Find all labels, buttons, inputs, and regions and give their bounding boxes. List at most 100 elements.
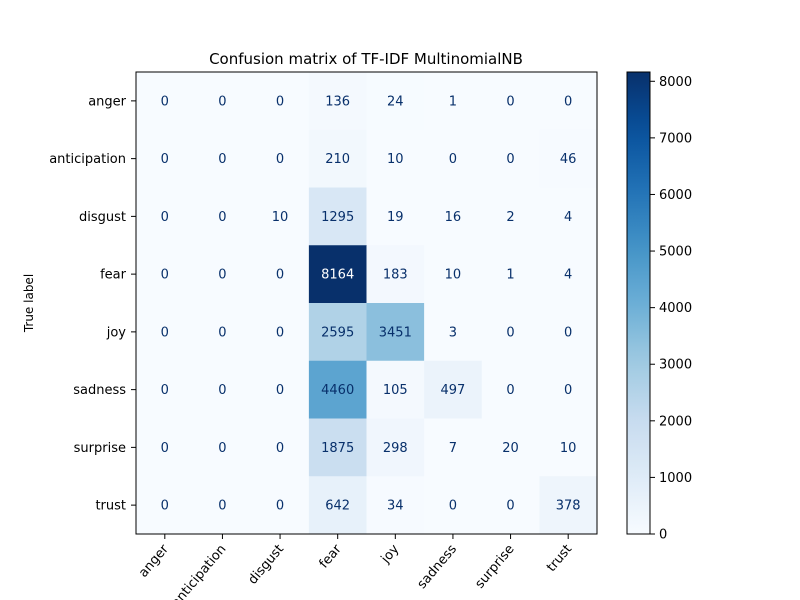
colorbar-gradient [626,71,651,535]
cell-value-0-7: 0 [564,94,572,109]
cell-3-7 [539,245,598,304]
y-tick-label: fear [100,268,127,283]
cell-2-1 [193,187,252,246]
cell-value-3-4: 183 [383,268,408,283]
colorbar-tick-label: 1000 [659,471,692,486]
cell-4-6 [481,303,540,362]
y-axis-label: True label [22,274,36,333]
cell-value-6-5: 7 [449,441,457,456]
plot-frame [135,71,598,535]
cell-value-5-6: 0 [506,383,514,398]
cell-value-4-0: 0 [161,325,169,340]
cell-value-1-6: 0 [506,152,514,167]
cell-value-2-0: 0 [161,210,169,225]
cell-0-4 [366,72,425,131]
cell-value-3-6: 1 [506,268,514,283]
chart-title: Confusion matrix of TF-IDF MultinomialNB [209,50,523,68]
cell-5-2 [251,360,310,419]
cell-value-1-2: 0 [276,152,284,167]
heatmap-cell-labels: 0 0 0 136 24 1 0 00 0 0 210 10 0 0 460 0 10 1295 19 16 2 40 0 0… [161,94,581,513]
x-tick-label: trust [544,542,575,575]
x-tick-label: joy [378,542,403,567]
cell-7-4 [366,476,425,535]
cell-value-5-1: 0 [218,383,226,398]
cell-0-7 [539,72,598,131]
y-tick-label: surprise [74,441,126,456]
cell-value-7-1: 0 [218,499,226,514]
cell-value-7-4: 34 [387,499,404,514]
cell-value-3-1: 0 [218,268,226,283]
cell-value-6-7: 10 [560,441,577,456]
x-tick-label: anger [136,541,172,580]
cell-4-2 [251,303,310,362]
cell-1-7 [539,129,598,188]
cell-7-0 [136,476,195,535]
cell-value-0-6: 0 [506,94,514,109]
y-axis-ticks: anger anticipation disgust fear joy sadness su… [49,94,136,514]
cell-value-5-5: 497 [441,383,466,398]
cell-5-6 [481,360,540,419]
cell-value-0-3: 136 [325,94,350,109]
cell-value-4-5: 3 [449,325,457,340]
heatmap-cells [136,72,598,535]
cell-2-0 [136,187,195,246]
cell-value-4-4: 3451 [379,325,412,340]
cell-value-4-3: 2595 [321,325,354,340]
colorbar-tick-label: 0 [659,528,667,543]
cell-value-4-7: 0 [564,325,572,340]
colorbar-tick-label: 2000 [659,414,692,429]
cell-7-1 [193,476,252,535]
cell-value-1-5: 0 [449,152,457,167]
cell-value-1-1: 0 [218,152,226,167]
cell-value-6-0: 0 [161,441,169,456]
cell-1-1 [193,129,252,188]
cell-6-7 [539,418,598,477]
y-tick-label: anticipation [49,152,126,167]
x-tick-label: sadness [415,542,461,592]
cell-5-0 [136,360,195,419]
colorbar: 0 1000 2000 3000 4000 5000 6000 7000 8000 [626,71,692,543]
cell-5-3 [308,360,367,419]
cell-value-6-1: 0 [218,441,226,456]
cell-value-2-2: 10 [272,210,289,225]
cell-value-4-1: 0 [218,325,226,340]
y-tick-label: disgust [79,210,126,225]
cell-value-2-5: 16 [445,210,462,225]
cell-1-6 [481,129,540,188]
cell-2-7 [539,187,598,246]
cell-value-3-7: 4 [564,268,572,283]
cell-0-3 [308,72,367,131]
cell-value-2-3: 1295 [321,210,354,225]
cell-value-5-2: 0 [276,383,284,398]
cell-2-4 [366,187,425,246]
cell-3-6 [481,245,540,304]
cell-value-0-4: 24 [387,94,404,109]
cell-4-3 [308,303,367,362]
cell-6-5 [424,418,483,477]
cell-value-5-0: 0 [161,383,169,398]
cell-6-6 [481,418,540,477]
cell-4-4 [366,303,425,362]
colorbar-tick-label: 3000 [659,358,692,373]
colorbar-tick-label: 4000 [659,301,692,316]
cell-0-1 [193,72,252,131]
cell-4-0 [136,303,195,362]
cell-value-3-5: 10 [445,268,462,283]
cell-value-5-3: 4460 [321,383,354,398]
cell-1-5 [424,129,483,188]
cell-6-4 [366,418,425,477]
cell-value-4-2: 0 [276,325,284,340]
cell-value-3-3: 8164 [321,268,354,283]
cell-0-0 [136,72,195,131]
cell-5-1 [193,360,252,419]
cell-3-3 [308,245,367,304]
colorbar-tick-label: 8000 [659,75,692,90]
cell-3-4 [366,245,425,304]
cell-value-2-6: 2 [506,210,514,225]
cell-0-6 [481,72,540,131]
cell-1-3 [308,129,367,188]
colorbar-tick-label: 7000 [659,131,692,146]
cell-value-6-3: 1875 [321,441,354,456]
cell-5-5 [424,360,483,419]
